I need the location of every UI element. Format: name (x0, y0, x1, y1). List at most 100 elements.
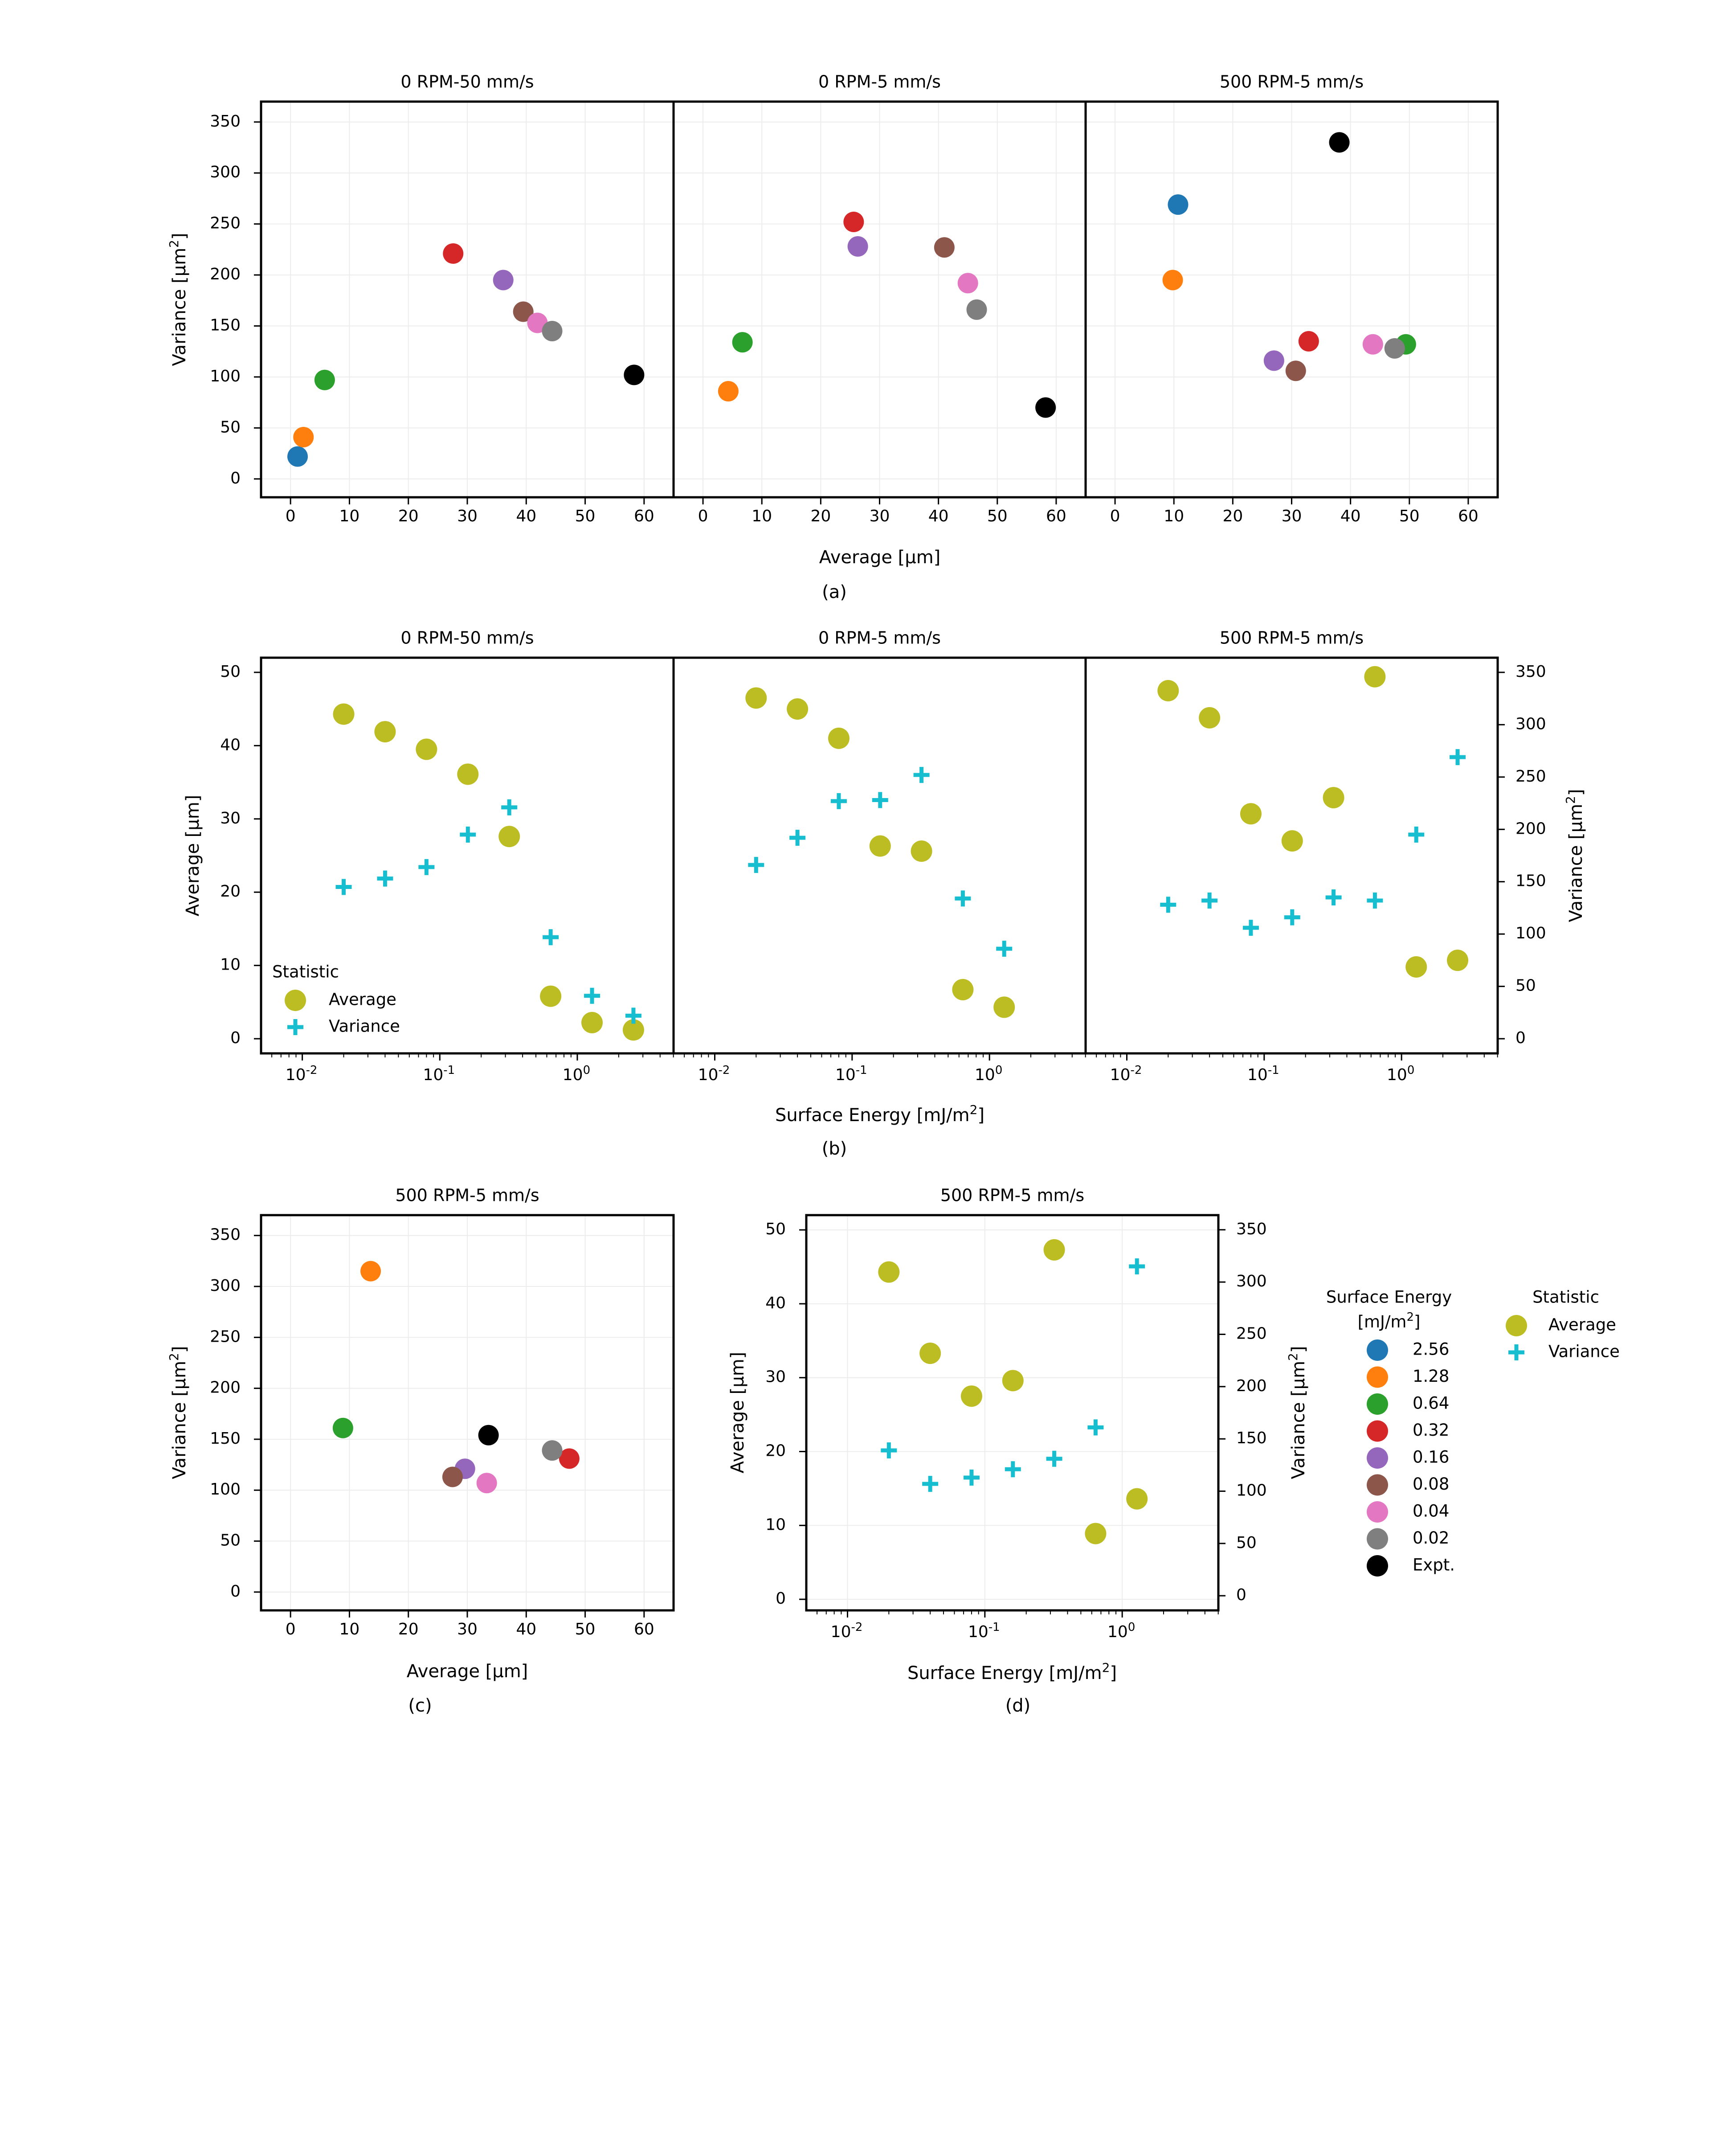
variance-point (1408, 827, 1425, 843)
point-0-04 (957, 273, 978, 294)
variance-point (625, 1007, 641, 1024)
x-tick-label-base: 10 (286, 1066, 306, 1084)
variance-point (789, 830, 806, 846)
panel-title: 0 RPM-5 mm/s (818, 628, 941, 648)
y-right-tick-label: 300 (1236, 1272, 1267, 1290)
average-point (1323, 787, 1344, 809)
point-0-32 (843, 212, 864, 233)
variance-point (1160, 897, 1176, 913)
x-tick-label-base: 10 (1107, 1623, 1128, 1641)
legend-energy-label: 0.64 (1413, 1394, 1449, 1413)
x-tick-label: 40 (1340, 507, 1361, 525)
x-tick-label: 10 (752, 507, 772, 525)
y-axis-label: Average [μm] (183, 795, 203, 917)
legend-energy-marker (1367, 1393, 1388, 1415)
x-tick-label: 10-2 (286, 1064, 318, 1084)
average-point (374, 721, 396, 743)
average-point (828, 727, 850, 749)
point-0-08 (1285, 360, 1306, 381)
x-axis-label-text: Surface Energy [mJ/m (907, 1663, 1102, 1683)
x-tick-label: 100 (975, 1064, 1002, 1084)
x-tick-label-base: 10 (1110, 1066, 1131, 1084)
point-1-28 (360, 1261, 381, 1282)
y-axis-label: Variance [μm2] (167, 1346, 190, 1479)
point-0-02 (542, 1440, 563, 1461)
y-tick-label: 30 (765, 1368, 786, 1386)
y-right-axis-label: Variance [μm2] (1563, 789, 1586, 922)
x-tick-label: 0 (1110, 507, 1120, 525)
y-right-tick-label: 200 (1236, 1377, 1267, 1395)
point-0-02 (1384, 338, 1405, 359)
variance-point (830, 793, 847, 809)
legend-energy-marker (1367, 1366, 1388, 1388)
x-axis-label: Average [μm] (407, 1661, 528, 1682)
x-tick-label: 30 (870, 507, 890, 525)
y-axis-label-superscript: 2 (167, 1353, 181, 1361)
x-axis-label-suffix: ] (1110, 1663, 1117, 1683)
y-tick-label: 20 (765, 1442, 786, 1460)
y-right-tick-label: 50 (1515, 977, 1536, 995)
y-right-axis-label: Variance [μm2] (1286, 1346, 1309, 1479)
legend-stat-title: Statistic (1532, 1288, 1599, 1307)
y-right-tick-label: 150 (1515, 872, 1546, 890)
variance-point (418, 859, 435, 875)
x-tick-label: 10-1 (423, 1064, 455, 1084)
y-tick-label: 350 (210, 112, 241, 131)
average-point (581, 1011, 603, 1033)
panel-title: 0 RPM-50 mm/s (400, 72, 534, 92)
point-Expt- (1035, 397, 1056, 418)
x-tick-label-exponent: -2 (851, 1621, 862, 1634)
point-0-32 (443, 243, 464, 264)
x-tick-label: 10-2 (831, 1621, 863, 1641)
x-tick-label-base: 10 (1387, 1066, 1407, 1084)
legend-energy-label: 0.04 (1413, 1502, 1449, 1521)
y-right-tick-label: 350 (1236, 1220, 1267, 1238)
y-right-tick-label: 50 (1236, 1534, 1257, 1552)
variance-point (543, 929, 559, 946)
legend-title: Statistic (272, 962, 339, 982)
y-axis-label-suffix: ] (169, 233, 190, 240)
legend-energy-label: Expt. (1413, 1556, 1455, 1575)
legend-energy-marker (1367, 1339, 1388, 1361)
x-axis-label-text: Surface Energy [mJ/m (775, 1105, 970, 1126)
average-point (1405, 956, 1427, 978)
y-right-axis-label-superscript: 2 (1563, 796, 1578, 804)
point-1-28 (1162, 270, 1183, 291)
average-point (1157, 680, 1179, 701)
x-tick-label: 100 (1107, 1621, 1135, 1641)
variance-point (1087, 1419, 1104, 1436)
average-point (416, 738, 437, 760)
average-point (1447, 950, 1469, 971)
average-point (622, 1019, 644, 1041)
grid-layer (261, 102, 1498, 1610)
variance-point (1242, 920, 1259, 936)
legend-average-label: Average (329, 990, 396, 1009)
x-tick-label-exponent: 0 (995, 1064, 1002, 1077)
caption: (c) (408, 1695, 432, 1716)
legend-energy-unit: [mJ/m2] (1358, 1310, 1421, 1331)
x-tick-label: 60 (634, 507, 654, 525)
axes-frame (260, 1214, 675, 1612)
point-1-28 (293, 426, 314, 447)
x-tick-label-base: 10 (831, 1623, 851, 1641)
legend-energy-label: 0.16 (1413, 1448, 1449, 1467)
x-tick-label: 30 (457, 1620, 478, 1638)
variance-point (963, 1469, 980, 1486)
y-axis-label: Variance [μm2] (167, 233, 190, 366)
legend-energy-unit-text: [mJ/m (1358, 1312, 1407, 1331)
legend-energy-unit-suffix: ] (1414, 1312, 1420, 1331)
average-point (960, 1385, 982, 1407)
x-tick-label: 20 (810, 507, 831, 525)
average-point (952, 979, 974, 1000)
variance-point (955, 890, 971, 907)
x-tick-label-base: 10 (1247, 1066, 1268, 1084)
point-0-02 (966, 299, 987, 320)
x-tick-label-exponent: 0 (583, 1064, 590, 1077)
y-tick-label: 40 (765, 1294, 786, 1312)
x-tick-label-exponent: -1 (443, 1064, 455, 1077)
variance-point (335, 879, 352, 895)
legend-energy-label: 0.08 (1413, 1474, 1449, 1494)
x-tick-label-base: 10 (423, 1066, 443, 1084)
point-0-16 (493, 270, 514, 291)
point-0-32 (1298, 331, 1319, 352)
